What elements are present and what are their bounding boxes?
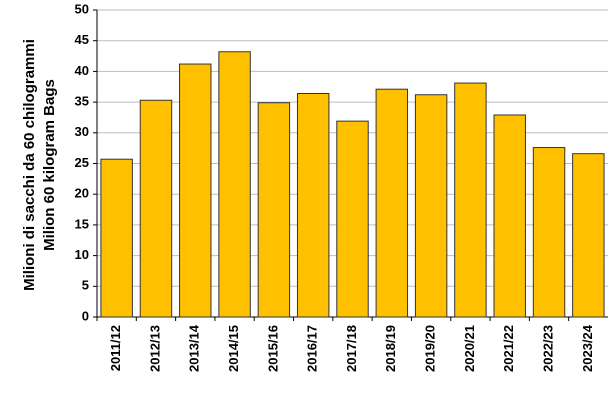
bar (493, 114, 526, 318)
x-tick-label: 2011/12 (108, 325, 123, 371)
x-tick-label: 2023/24 (580, 324, 595, 372)
x-tick-label: 2019/20 (423, 325, 438, 372)
y-axis-title: Milion 60 kilogram Bags (41, 79, 58, 251)
y-tick-label: 0 (82, 308, 89, 323)
x-tick-label: 2021/22 (501, 325, 516, 372)
bar (218, 51, 251, 318)
y-tick-label: 20 (75, 186, 89, 201)
y-tick-label: 35 (75, 94, 89, 109)
x-tick-label: 2014/15 (226, 325, 241, 372)
x-tick-label: 2022/23 (540, 325, 555, 372)
bar (454, 82, 487, 318)
x-tick-label: 2013/14 (187, 324, 202, 372)
x-tick-label: 2020/21 (462, 325, 477, 372)
bar (179, 63, 212, 318)
bar (532, 147, 566, 318)
y-tick-label: 30 (75, 124, 89, 139)
x-tick-label: 2018/19 (383, 325, 398, 372)
x-tick-label: 2016/17 (305, 325, 320, 372)
y-tick-label: 10 (75, 247, 89, 262)
y-tick-label: 5 (82, 278, 89, 293)
y-tick-label: 25 (75, 155, 89, 170)
bar (257, 102, 291, 318)
x-tick-label: 2015/16 (265, 325, 280, 372)
bar (296, 93, 330, 318)
y-axis-title: Milioni di sacchi da 60 chilogrammi (21, 39, 38, 291)
bar (572, 153, 605, 318)
bar (414, 94, 448, 318)
y-tick-label: 40 (75, 63, 89, 78)
bar (336, 120, 369, 318)
x-tick-label: 2017/18 (344, 325, 359, 372)
y-tick-label: 15 (75, 216, 89, 231)
bar (375, 88, 409, 318)
x-tick-label: 2012/13 (147, 325, 162, 372)
bar (100, 158, 133, 318)
y-tick-label: 50 (75, 1, 89, 16)
bar (139, 99, 173, 318)
y-tick-label: 45 (75, 32, 89, 47)
